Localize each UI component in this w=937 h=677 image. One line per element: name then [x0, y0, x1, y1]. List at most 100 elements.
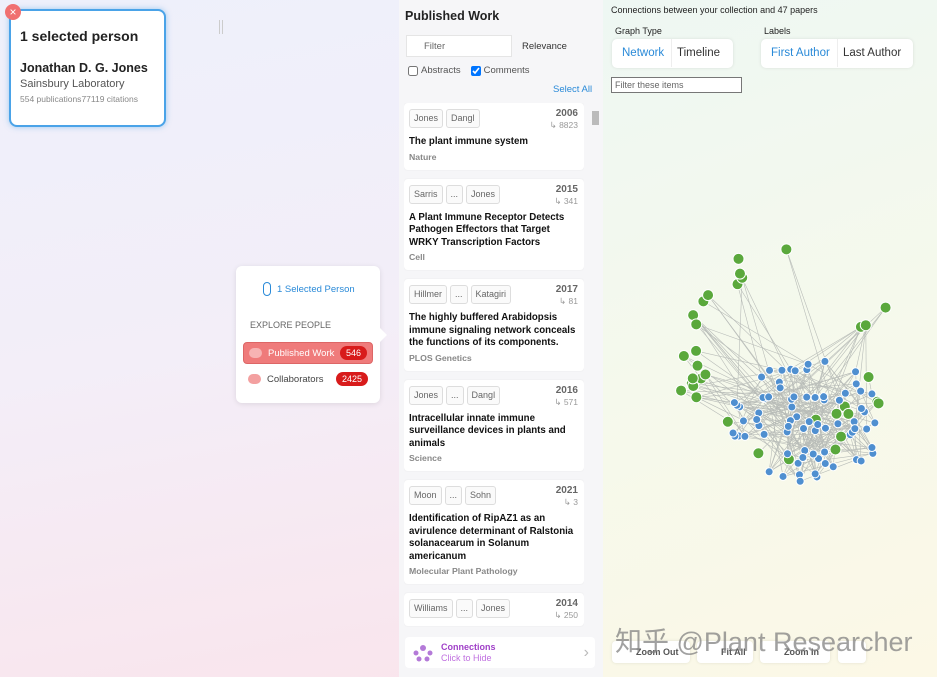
explore-item[interactable]: Collaborators 2425 [243, 368, 373, 390]
graph-node[interactable] [795, 476, 805, 486]
graph-node[interactable] [867, 389, 877, 399]
paper-card[interactable]: Hillmer...Katagiri201781The highly buffe… [404, 279, 584, 371]
scroll-thumb[interactable] [592, 111, 599, 125]
graph-node[interactable] [789, 392, 799, 402]
author-chip[interactable]: Jones [466, 184, 501, 204]
graph-node[interactable] [813, 419, 823, 429]
graph-node[interactable] [856, 456, 866, 466]
graph-node[interactable] [728, 428, 738, 438]
graph-node[interactable] [690, 344, 703, 357]
graph-node[interactable] [787, 402, 797, 412]
graph-node[interactable] [870, 418, 880, 428]
paper-card[interactable]: Williams...Jones2014250 [404, 593, 584, 626]
author-chip[interactable]: ... [444, 486, 463, 505]
author-chip[interactable]: Sohn [465, 486, 497, 505]
graph-node[interactable] [677, 350, 690, 363]
graph-node[interactable] [810, 392, 820, 402]
author-chip[interactable]: Jones [409, 385, 444, 405]
graph-node[interactable] [850, 424, 860, 434]
graph-node[interactable] [699, 368, 712, 381]
author-chip[interactable]: Williams [409, 599, 453, 618]
graph-node[interactable] [802, 392, 812, 402]
connections-bar[interactable]: Connections Click to Hide › [405, 637, 595, 668]
graph-node[interactable] [840, 388, 850, 398]
graph-node[interactable] [842, 407, 855, 420]
graph-node[interactable] [820, 447, 830, 457]
graph-node[interactable] [851, 379, 861, 389]
graph-node[interactable] [867, 443, 877, 453]
toggle-button[interactable]: Last Author [843, 47, 902, 59]
graph-node[interactable] [732, 252, 745, 265]
graph-node[interactable] [721, 415, 734, 428]
select-all[interactable]: Select All [553, 84, 593, 95]
filter-input[interactable]: Filter [406, 35, 512, 57]
author-chip[interactable]: Hillmer [409, 285, 447, 304]
graph-control[interactable]: Zoom Out [612, 641, 690, 663]
graph-node[interactable] [820, 356, 830, 366]
author-chip[interactable]: Sarris [409, 184, 443, 204]
graph-node[interactable] [872, 397, 885, 410]
graph-node[interactable] [862, 424, 872, 434]
graph-node[interactable] [764, 467, 774, 477]
graph-node[interactable] [834, 395, 844, 405]
graph-node[interactable] [810, 469, 820, 479]
graph-node[interactable] [819, 392, 829, 402]
graph-node[interactable] [830, 407, 843, 420]
graph-node[interactable] [803, 359, 813, 369]
author-chip[interactable]: Jones [476, 599, 511, 618]
network-graph[interactable] [603, 0, 937, 620]
selection-card[interactable]: 1 selected person Jonathan D. G. Jones S… [9, 9, 166, 127]
graph-node[interactable] [856, 386, 866, 396]
graph-node[interactable] [851, 367, 861, 377]
graph-node[interactable] [833, 419, 843, 429]
author-chip[interactable]: ... [445, 184, 464, 204]
author-chip[interactable]: ... [446, 385, 464, 405]
graph-control[interactable]: Zoom In [760, 641, 830, 663]
graph-node[interactable] [675, 384, 688, 397]
author-chip[interactable]: ... [455, 599, 474, 618]
checkbox[interactable] [408, 65, 418, 76]
graph-node[interactable] [778, 471, 788, 481]
graph-node[interactable] [686, 372, 699, 385]
paper-card[interactable]: JonesDangl20068823The plant immune syste… [404, 103, 584, 170]
author-chip[interactable]: ... [450, 285, 468, 304]
toggle-button[interactable]: Network [615, 39, 673, 67]
graph-node[interactable] [690, 318, 703, 331]
toggle-button[interactable]: First Author [764, 39, 838, 67]
graph-node[interactable] [783, 421, 793, 431]
graph-node[interactable] [828, 462, 838, 472]
checkbox[interactable] [470, 65, 481, 76]
graph-node[interactable] [690, 391, 703, 404]
graph-node[interactable] [862, 371, 875, 384]
paper-card[interactable]: Moon...Sohn20213Identification of RipAZ1… [404, 480, 584, 584]
graph-node[interactable] [808, 449, 818, 459]
graph-node[interactable] [702, 289, 715, 302]
graph-node[interactable] [798, 453, 808, 463]
graph-node[interactable] [820, 459, 830, 469]
graph-node[interactable] [764, 392, 774, 402]
option[interactable]: Abstracts [408, 65, 461, 76]
graph-node[interactable] [757, 372, 767, 382]
graph-node[interactable] [775, 383, 785, 393]
scrollbar[interactable] [591, 103, 600, 630]
graph-node[interactable] [738, 416, 748, 426]
graph-node[interactable] [740, 431, 750, 441]
share-button[interactable] [838, 641, 866, 663]
drag-handle[interactable] [219, 20, 223, 34]
graph-node[interactable] [733, 267, 746, 280]
close-button[interactable]: × [5, 4, 21, 20]
graph-node[interactable] [780, 243, 793, 256]
graph-node[interactable] [752, 414, 762, 424]
graph-node[interactable] [777, 365, 787, 375]
graph-node[interactable] [829, 443, 842, 456]
graph-control[interactable]: Fit All [697, 641, 753, 663]
graph-node[interactable] [790, 366, 800, 376]
graph-node[interactable] [752, 447, 765, 460]
explore-item[interactable]: Published Work 546 [243, 342, 373, 364]
graph-node[interactable] [879, 301, 892, 314]
paper-card[interactable]: Sarris...Jones2015341A Plant Immune Rece… [404, 178, 584, 270]
graph-node[interactable] [820, 423, 830, 433]
option[interactable]: Comments [470, 65, 530, 76]
graph-node[interactable] [835, 430, 848, 443]
toggle-button[interactable]: Timeline [677, 47, 721, 59]
